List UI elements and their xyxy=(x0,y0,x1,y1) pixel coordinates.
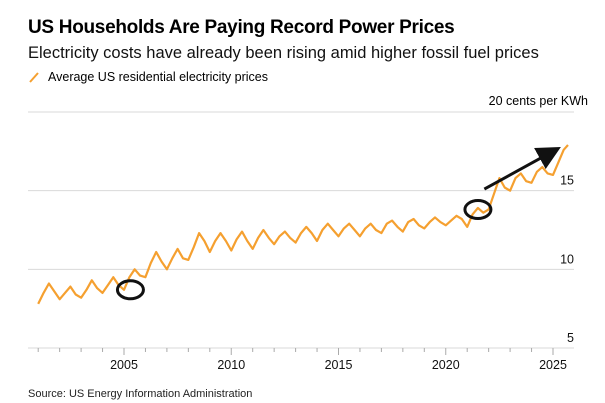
y-tick-label-5: 5 xyxy=(567,331,574,345)
y-tick-label-10: 10 xyxy=(560,252,574,266)
annotation-circle-1 xyxy=(463,199,493,221)
legend: Average US residential electricity price… xyxy=(28,70,268,84)
legend-swatch-icon xyxy=(29,72,39,83)
x-tick-label-2020: 2020 xyxy=(432,358,460,372)
legend-label: Average US residential electricity price… xyxy=(48,70,269,84)
y-axis-unit-label: 20 cents per KWh xyxy=(488,94,588,108)
x-tick-label-2010: 2010 xyxy=(217,358,245,372)
x-tick-label-2005: 2005 xyxy=(110,358,138,372)
chart-title: US Households Are Paying Record Power Pr… xyxy=(28,17,455,38)
annotation-circle-0 xyxy=(115,279,145,301)
x-tick-label-2015: 2015 xyxy=(325,358,353,372)
y-tick-label-15: 15 xyxy=(560,174,574,188)
x-tick-label-2025: 2025 xyxy=(539,358,567,372)
chart-subtitle: Electricity costs have already been risi… xyxy=(28,44,539,62)
source-note: Source: US Energy Information Administra… xyxy=(28,388,253,400)
annotation-arrow-icon xyxy=(483,146,561,191)
series-line xyxy=(37,144,569,305)
